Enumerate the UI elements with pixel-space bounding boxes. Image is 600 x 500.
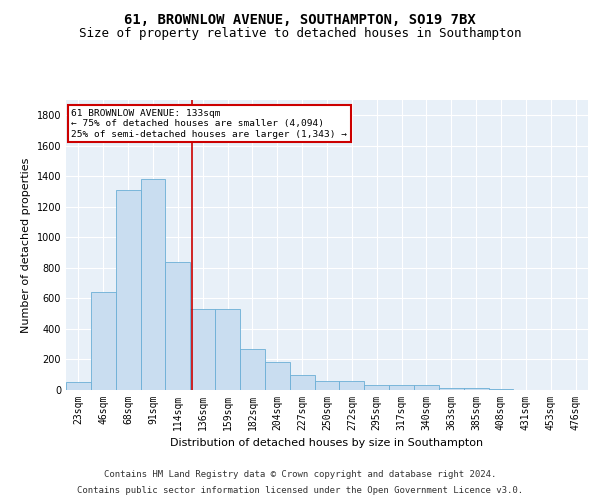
Text: Contains HM Land Registry data © Crown copyright and database right 2024.: Contains HM Land Registry data © Crown c… bbox=[104, 470, 496, 479]
Bar bbox=[240, 349, 265, 390]
Bar bbox=[215, 309, 240, 390]
Text: 61, BROWNLOW AVENUE, SOUTHAMPTON, SO19 7BX: 61, BROWNLOW AVENUE, SOUTHAMPTON, SO19 7… bbox=[124, 12, 476, 26]
Bar bbox=[364, 386, 389, 390]
Bar bbox=[414, 386, 439, 390]
Bar bbox=[116, 190, 140, 390]
Bar bbox=[389, 386, 414, 390]
Bar bbox=[265, 362, 290, 390]
Bar bbox=[190, 309, 215, 390]
Bar bbox=[140, 180, 166, 390]
Bar bbox=[488, 389, 514, 390]
Text: Size of property relative to detached houses in Southampton: Size of property relative to detached ho… bbox=[79, 28, 521, 40]
Text: Contains public sector information licensed under the Open Government Licence v3: Contains public sector information licen… bbox=[77, 486, 523, 495]
Text: 61 BROWNLOW AVENUE: 133sqm
← 75% of detached houses are smaller (4,094)
25% of s: 61 BROWNLOW AVENUE: 133sqm ← 75% of deta… bbox=[71, 108, 347, 138]
X-axis label: Distribution of detached houses by size in Southampton: Distribution of detached houses by size … bbox=[170, 438, 484, 448]
Bar bbox=[464, 388, 488, 390]
Bar bbox=[166, 262, 190, 390]
Y-axis label: Number of detached properties: Number of detached properties bbox=[21, 158, 31, 332]
Bar bbox=[91, 292, 116, 390]
Bar bbox=[340, 381, 364, 390]
Bar bbox=[314, 381, 340, 390]
Bar bbox=[66, 382, 91, 390]
Bar bbox=[290, 374, 314, 390]
Bar bbox=[439, 388, 464, 390]
